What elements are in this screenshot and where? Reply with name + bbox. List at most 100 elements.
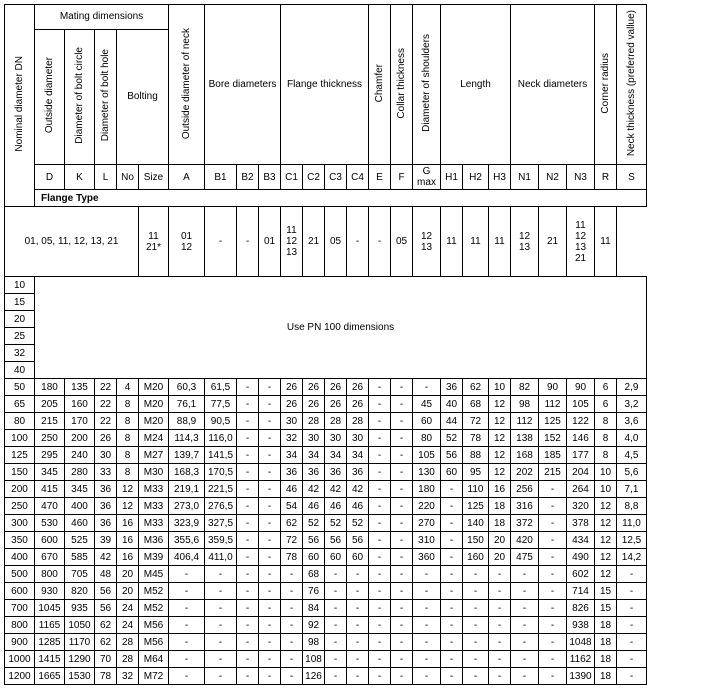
cell-50-14: -	[369, 379, 391, 396]
cell-100-20: 138	[511, 430, 539, 447]
cell-900-22: 1048	[567, 634, 595, 651]
cell-300-17: -	[441, 515, 463, 532]
cell-900-10: -	[281, 634, 303, 651]
flange-type-label: Flange Type	[35, 190, 647, 207]
cell-350-15: -	[391, 532, 413, 549]
cell-100-3: 26	[95, 430, 117, 447]
cell-400-23: 12	[595, 549, 617, 566]
cell-150-1: 345	[35, 464, 65, 481]
cell-700-17: -	[441, 600, 463, 617]
sym-H1: H1	[441, 165, 463, 190]
cell-250-1: 470	[35, 498, 65, 515]
cell-400-3: 42	[95, 549, 117, 566]
cell-65-18: 68	[463, 396, 489, 413]
cell-800-11: 92	[303, 617, 325, 634]
cell-150-4: 8	[117, 464, 139, 481]
cell-1000-19: -	[489, 651, 511, 668]
hdr-length: Length	[441, 5, 511, 165]
cell-800-16: -	[413, 617, 441, 634]
cell-65-15: -	[391, 396, 413, 413]
cell-250-4: 12	[117, 498, 139, 515]
cell-80-5: M20	[139, 413, 169, 430]
cell-80-6: 88,9	[169, 413, 205, 430]
cell-65-2: 160	[65, 396, 95, 413]
cell-300-14: -	[369, 515, 391, 532]
cell-1000-7: -	[205, 651, 237, 668]
cell-400-14: -	[369, 549, 391, 566]
cell-150-18: 95	[463, 464, 489, 481]
cell-50-24: 2,9	[617, 379, 647, 396]
cell-80-18: 72	[463, 413, 489, 430]
cell-500-23: 12	[595, 566, 617, 583]
cell-600-5: M52	[139, 583, 169, 600]
cell-65-24: 3,2	[617, 396, 647, 413]
cell-80-12: 28	[325, 413, 347, 430]
hdr-L: Diameter of bolt hole	[95, 29, 117, 164]
cell-1000-12: -	[325, 651, 347, 668]
ft-10: -	[369, 207, 391, 277]
cell-500-11: 68	[303, 566, 325, 583]
cell-125-10: 34	[281, 447, 303, 464]
cell-500-17: -	[441, 566, 463, 583]
cell-125-7: 141,5	[205, 447, 237, 464]
sym-L: L	[95, 165, 117, 190]
cell-150-23: 10	[595, 464, 617, 481]
sym-N1: N1	[511, 165, 539, 190]
cell-80-2: 170	[65, 413, 95, 430]
cell-200-20: 256	[511, 481, 539, 498]
hdr-mating: Mating dimensions	[35, 5, 169, 30]
cell-600-14: -	[369, 583, 391, 600]
cell-300-20: 372	[511, 515, 539, 532]
hdr-shoulders: Diameter of shoulders	[413, 5, 441, 165]
cell-80-0: 80	[5, 413, 35, 430]
cell-125-5: M27	[139, 447, 169, 464]
cell-100-15: -	[391, 430, 413, 447]
cell-600-19: -	[489, 583, 511, 600]
cell-1200-21: -	[539, 668, 567, 685]
ft-3: -	[205, 207, 237, 277]
sym-C3: C3	[325, 165, 347, 190]
cell-100-11: 30	[303, 430, 325, 447]
cell-400-24: 14,2	[617, 549, 647, 566]
cell-200-23: 10	[595, 481, 617, 498]
cell-65-14: -	[369, 396, 391, 413]
cell-500-16: -	[413, 566, 441, 583]
ft-17: 21	[539, 207, 567, 277]
cell-100-17: 52	[441, 430, 463, 447]
cell-1000-24: -	[617, 651, 647, 668]
cell-500-0: 500	[5, 566, 35, 583]
cell-250-10: 54	[281, 498, 303, 515]
cell-400-13: 60	[347, 549, 369, 566]
cell-200-12: 42	[325, 481, 347, 498]
cell-800-8: -	[237, 617, 259, 634]
sym-H2: H2	[463, 165, 489, 190]
cell-900-7: -	[205, 634, 237, 651]
sym-R: R	[595, 165, 617, 190]
cell-400-8: -	[237, 549, 259, 566]
cell-150-8: -	[237, 464, 259, 481]
cell-300-5: M33	[139, 515, 169, 532]
cell-700-6: -	[169, 600, 205, 617]
cell-300-0: 300	[5, 515, 35, 532]
cell-400-6: 406,4	[169, 549, 205, 566]
cell-600-9: -	[259, 583, 281, 600]
cell-400-21: -	[539, 549, 567, 566]
cell-100-7: 116,0	[205, 430, 237, 447]
cell-300-1: 530	[35, 515, 65, 532]
cell-1000-21: -	[539, 651, 567, 668]
cell-100-24: 4,0	[617, 430, 647, 447]
cell-400-0: 400	[5, 549, 35, 566]
dn-15: 15	[5, 294, 35, 311]
cell-500-10: -	[281, 566, 303, 583]
cell-350-5: M36	[139, 532, 169, 549]
cell-200-6: 219,1	[169, 481, 205, 498]
cell-800-17: -	[441, 617, 463, 634]
cell-400-4: 16	[117, 549, 139, 566]
hdr-chamfer: Chamfer	[369, 5, 391, 165]
cell-200-0: 200	[5, 481, 35, 498]
cell-65-16: 45	[413, 396, 441, 413]
cell-900-1: 1285	[35, 634, 65, 651]
cell-100-16: 80	[413, 430, 441, 447]
hdr-bore: Bore diameters	[205, 5, 281, 165]
cell-65-12: 26	[325, 396, 347, 413]
